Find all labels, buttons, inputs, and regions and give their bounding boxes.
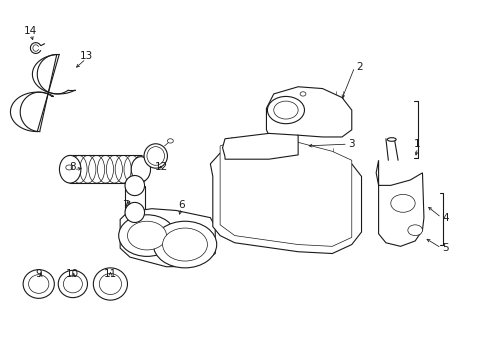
Circle shape — [119, 215, 175, 256]
Polygon shape — [266, 87, 351, 146]
Ellipse shape — [125, 202, 144, 222]
Text: 11: 11 — [103, 269, 117, 279]
Circle shape — [153, 221, 216, 268]
Ellipse shape — [147, 147, 164, 165]
Polygon shape — [120, 209, 215, 267]
Polygon shape — [220, 140, 351, 246]
Text: 7: 7 — [122, 200, 128, 210]
Text: 6: 6 — [178, 200, 184, 210]
Text: 5: 5 — [441, 243, 448, 253]
Text: 12: 12 — [155, 162, 168, 172]
Text: 14: 14 — [24, 26, 38, 36]
Ellipse shape — [93, 268, 127, 300]
Circle shape — [407, 225, 422, 235]
Circle shape — [390, 194, 414, 212]
Circle shape — [127, 221, 166, 250]
Text: 9: 9 — [35, 269, 42, 279]
Ellipse shape — [58, 270, 87, 298]
Ellipse shape — [60, 156, 81, 183]
Text: 1: 1 — [413, 139, 420, 149]
Text: 10: 10 — [66, 269, 79, 279]
Polygon shape — [222, 134, 298, 159]
Circle shape — [300, 92, 305, 96]
Ellipse shape — [63, 275, 82, 293]
Text: 13: 13 — [79, 51, 92, 61]
Ellipse shape — [131, 157, 150, 182]
Circle shape — [66, 165, 73, 170]
Circle shape — [162, 228, 207, 261]
Ellipse shape — [28, 275, 49, 293]
Text: 3: 3 — [348, 139, 354, 149]
Text: 2: 2 — [355, 62, 362, 72]
Text: 4: 4 — [441, 213, 448, 222]
Polygon shape — [375, 160, 423, 246]
Circle shape — [273, 101, 298, 119]
Ellipse shape — [144, 144, 167, 168]
Polygon shape — [210, 146, 361, 253]
Ellipse shape — [125, 176, 144, 195]
Ellipse shape — [386, 138, 395, 141]
Circle shape — [167, 139, 173, 143]
Circle shape — [267, 96, 304, 124]
Ellipse shape — [23, 270, 54, 298]
Text: 8: 8 — [69, 162, 76, 172]
Ellipse shape — [99, 274, 121, 294]
